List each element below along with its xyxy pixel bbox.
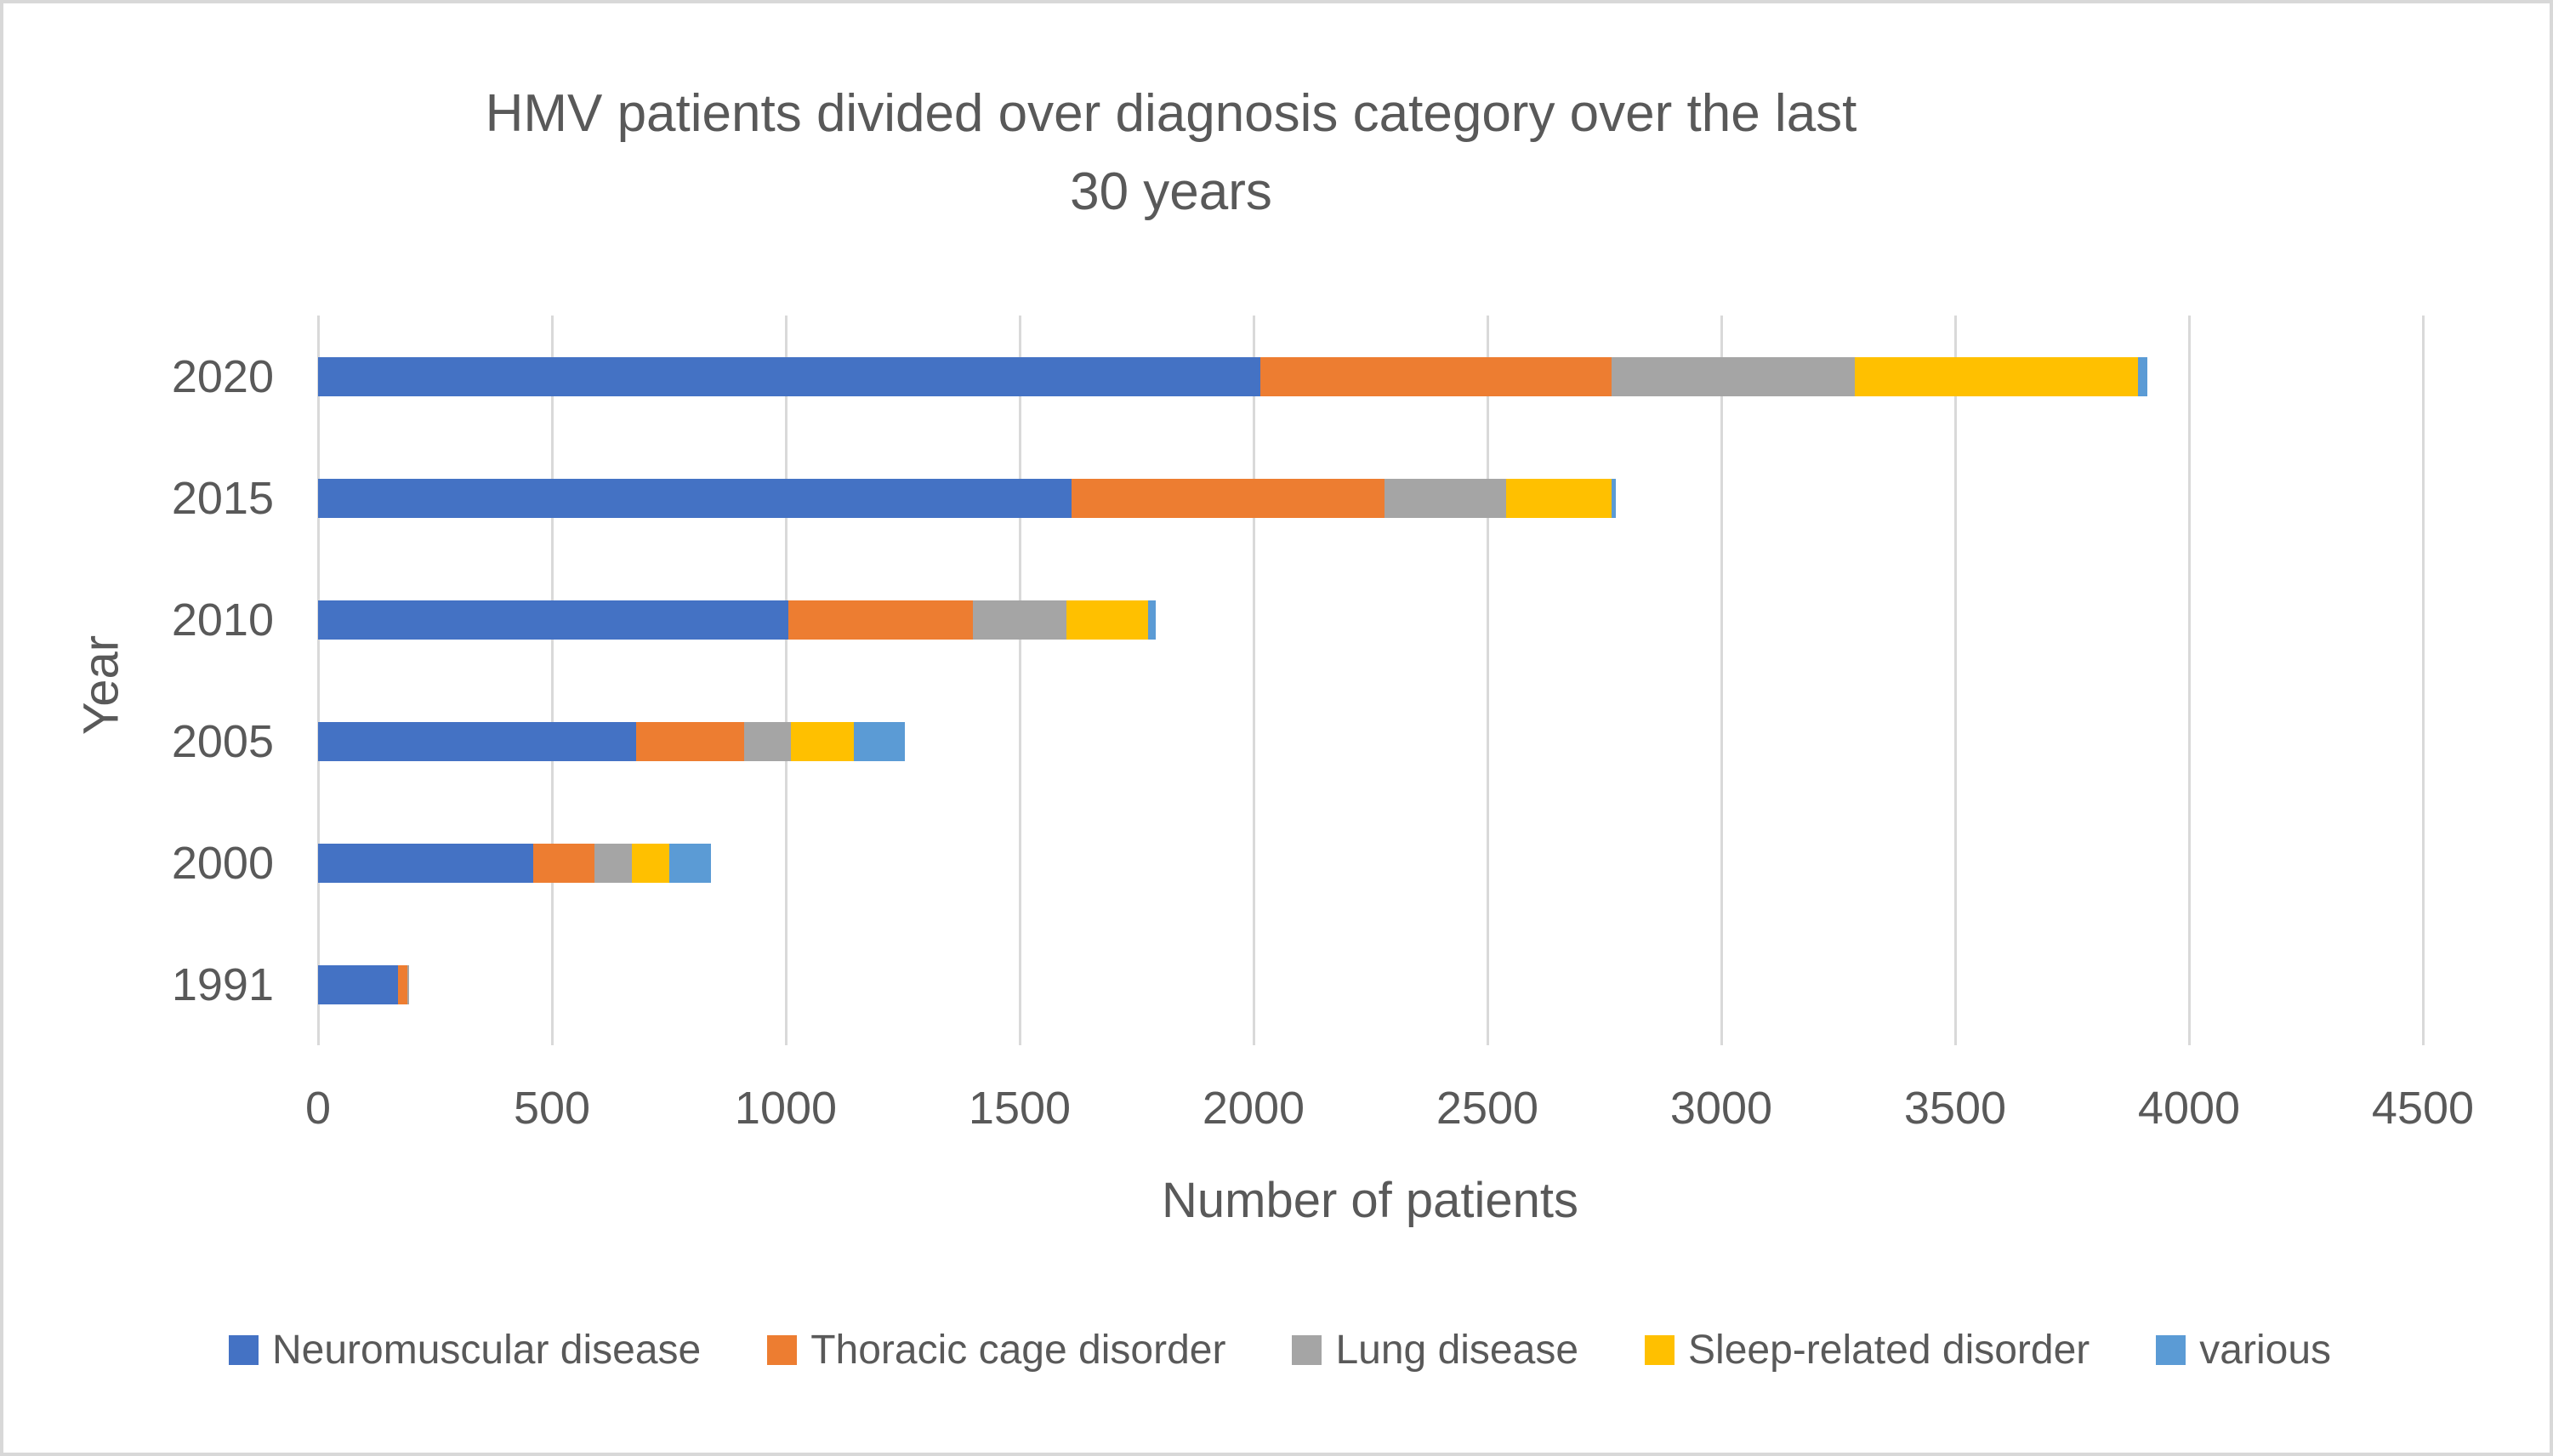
- x-tick-label: 3000: [1669, 1083, 1773, 1134]
- y-tick-label: 2020: [171, 350, 274, 402]
- bar-segment: [1066, 600, 1149, 640]
- x-tick-label: 3500: [1903, 1083, 2007, 1134]
- gridline: [2187, 316, 2191, 1045]
- bar-segment: [318, 600, 788, 640]
- legend-item: Sleep-related disorder: [1645, 1327, 2090, 1374]
- bar-segment: [1071, 478, 1385, 518]
- gridline: [1486, 316, 1489, 1045]
- bar-segment: [318, 843, 533, 883]
- chart-title: HMV patients divided over diagnosis cate…: [3, 75, 2339, 231]
- x-tick-label: 4000: [2137, 1083, 2241, 1134]
- bar-row: [318, 478, 2423, 518]
- bar-segment: [318, 721, 636, 761]
- bar-row: [318, 964, 2423, 1004]
- bar-segment: [594, 843, 632, 883]
- x-tick-label: 1000: [734, 1083, 838, 1134]
- bar-segment: [533, 843, 594, 883]
- bar-row: [318, 843, 2423, 883]
- bar-segment: [397, 964, 407, 1004]
- bar-segment: [2137, 356, 2147, 396]
- bar-row: [318, 600, 2423, 640]
- legend-item: Thoracic cage disorder: [767, 1327, 1225, 1374]
- legend-label: Neuromuscular disease: [271, 1328, 702, 1373]
- bar-segment: [1385, 478, 1506, 518]
- legend-label: various: [2199, 1328, 2332, 1373]
- bar-segment: [318, 478, 1072, 518]
- legend-item: various: [2156, 1327, 2331, 1374]
- y-tick-label: 2000: [171, 837, 274, 889]
- legend-swatch: [1292, 1335, 1322, 1365]
- bar-row: [318, 721, 2423, 761]
- legend-swatch: [228, 1335, 259, 1365]
- gridline: [2421, 316, 2425, 1045]
- bar-segment: [1506, 478, 1612, 518]
- bar-segment: [1611, 478, 1617, 518]
- bar-segment: [318, 356, 1261, 396]
- bar-row: [318, 356, 2423, 396]
- bar-segment: [636, 721, 744, 761]
- gridline: [784, 316, 788, 1045]
- bar-segment: [788, 600, 973, 640]
- bar-segment: [973, 600, 1066, 640]
- x-tick-label: 1500: [968, 1083, 1072, 1134]
- chart-title-line-2: 30 years: [1070, 162, 1272, 221]
- y-tick-label: 2015: [171, 472, 274, 524]
- legend-label: Lung disease: [1335, 1328, 1579, 1373]
- gridline: [1018, 316, 1021, 1045]
- bar-segment: [853, 721, 906, 761]
- legend-item: Lung disease: [1292, 1327, 1578, 1374]
- x-tick-label: 4500: [2371, 1083, 2475, 1134]
- x-tick-label: 0: [304, 1083, 332, 1134]
- x-tick-label: 2000: [1202, 1083, 1305, 1134]
- bar-segment: [668, 843, 711, 883]
- y-tick-label: 2010: [171, 594, 274, 646]
- legend-label: Sleep-related disorder: [1688, 1328, 2090, 1373]
- x-axis-title: Number of patients: [1161, 1173, 1579, 1228]
- bar-segment: [318, 964, 398, 1004]
- bar-segment: [407, 964, 410, 1004]
- bar-segment: [743, 721, 791, 761]
- legend-swatch: [1645, 1335, 1675, 1365]
- y-tick-label: 1991: [171, 958, 274, 1010]
- bar-segment: [1611, 356, 1855, 396]
- gridline: [1252, 316, 1255, 1045]
- chart-title-line-1: HMV patients divided over diagnosis cate…: [485, 84, 1857, 143]
- gridline: [1953, 316, 1957, 1045]
- bar-segment: [1148, 600, 1156, 640]
- legend: Neuromuscular disease Thoracic cage disor…: [3, 1327, 2553, 1374]
- bar-segment: [631, 843, 669, 883]
- y-tick-label: 2005: [171, 715, 274, 767]
- bar-segment: [1260, 356, 1612, 396]
- bar-segment: [790, 721, 854, 761]
- x-tick-label: 2500: [1436, 1083, 1539, 1134]
- gridline: [316, 316, 320, 1045]
- legend-item: Neuromuscular disease: [228, 1327, 702, 1374]
- gridline: [1720, 316, 1723, 1045]
- gridline: [550, 316, 554, 1045]
- legend-swatch: [767, 1335, 798, 1365]
- legend-swatch: [2156, 1335, 2186, 1365]
- bar-segment: [1854, 356, 2138, 396]
- legend-label: Thoracic cage disorder: [810, 1328, 1226, 1373]
- plot-area: [316, 316, 2425, 1045]
- x-tick-label: 500: [513, 1083, 591, 1134]
